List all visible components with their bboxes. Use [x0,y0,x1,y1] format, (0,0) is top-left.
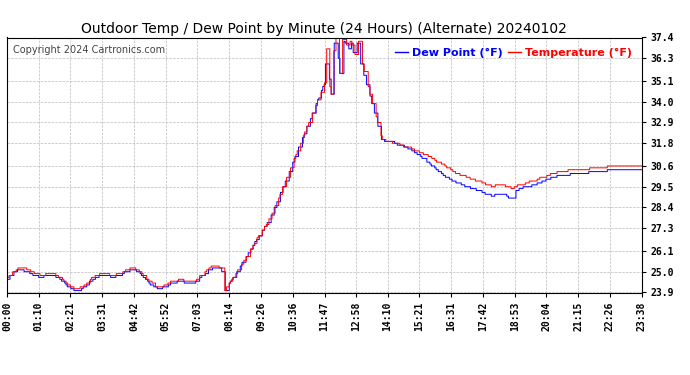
Title: Outdoor Temp / Dew Point by Minute (24 Hours) (Alternate) 20240102: Outdoor Temp / Dew Point by Minute (24 H… [81,22,567,36]
Text: Copyright 2024 Cartronics.com: Copyright 2024 Cartronics.com [13,45,166,55]
Legend: Dew Point (°F), Temperature (°F): Dew Point (°F), Temperature (°F) [391,43,636,62]
